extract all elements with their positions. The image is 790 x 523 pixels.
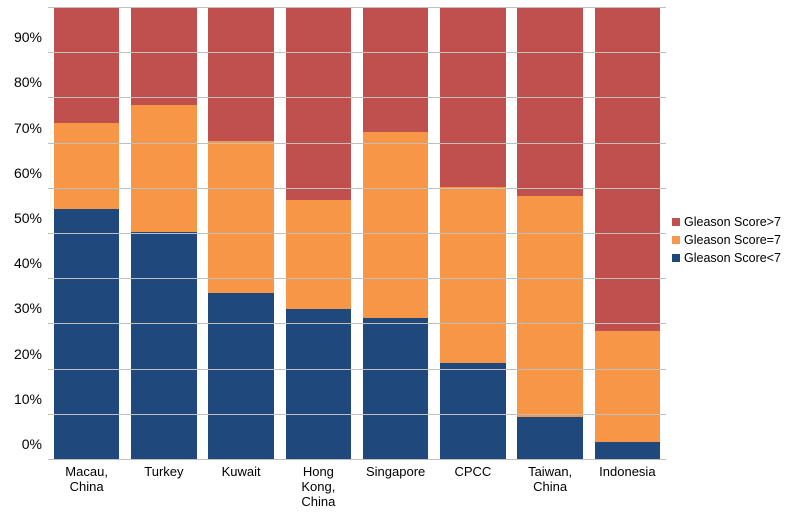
gridline: [48, 97, 666, 98]
y-tick-label: 50%: [14, 210, 42, 226]
bar-segment-lt7: [131, 232, 197, 460]
bar-segment-gt7: [286, 8, 352, 200]
bar-segment-lt7: [54, 209, 120, 460]
bar: [286, 8, 352, 460]
bar-column: [357, 8, 434, 460]
bar: [517, 8, 583, 460]
bar-segment-eq7: [208, 141, 274, 292]
bar-segment-lt7: [440, 363, 506, 460]
legend-swatch: [672, 218, 680, 226]
x-tick-label: Turkey: [125, 465, 202, 510]
bar-segment-lt7: [286, 309, 352, 460]
y-tick-label: 80%: [14, 74, 42, 90]
bar-segment-eq7: [54, 123, 120, 209]
bar: [595, 8, 661, 460]
legend-label: Gleason Score>7: [684, 215, 781, 229]
bar-column: [280, 8, 357, 460]
bar-column: [48, 8, 125, 460]
legend: Gleason Score>7 Gleason Score=7 Gleason Sc…: [672, 215, 781, 269]
bar-segment-eq7: [286, 200, 352, 308]
bar: [208, 8, 274, 460]
gridline: [48, 414, 666, 415]
x-tick-label: Kuwait: [203, 465, 280, 510]
gridline: [48, 278, 666, 279]
bar-segment-lt7: [363, 318, 429, 460]
legend-swatch: [672, 254, 680, 262]
bar-segment-eq7: [131, 105, 197, 232]
gridline: [48, 188, 666, 189]
bar: [440, 8, 506, 460]
y-tick-label: 70%: [14, 120, 42, 136]
bar-column: [589, 8, 666, 460]
y-tick-label: 60%: [14, 165, 42, 181]
y-tick-label: 90%: [14, 29, 42, 45]
gridline: [48, 323, 666, 324]
y-tick-label: 10%: [14, 391, 42, 407]
y-tick-label: 30%: [14, 300, 42, 316]
bar-segment-gt7: [54, 8, 120, 123]
bar: [363, 8, 429, 460]
bar-segment-lt7: [595, 442, 661, 460]
stacked-bar-chart: 0%10%20%30%40%50%60%70%80%90%100% Macau,…: [0, 0, 790, 523]
x-tick-label: CPCC: [434, 465, 511, 510]
x-tick-label: Singapore: [357, 465, 434, 510]
y-tick-label: 20%: [14, 346, 42, 362]
x-axis-labels: Macau,ChinaTurkeyKuwaitHongKong,ChinaSin…: [48, 465, 666, 510]
bar-segment-gt7: [208, 8, 274, 141]
gridline: [48, 459, 666, 460]
legend-swatch: [672, 236, 680, 244]
bar-column: [125, 8, 202, 460]
legend-label: Gleason Score=7: [684, 233, 781, 247]
gridline: [48, 52, 666, 53]
bar-segment-gt7: [595, 8, 661, 331]
bar-column: [512, 8, 589, 460]
x-tick-label: Macau,China: [48, 465, 125, 510]
bar-segment-gt7: [517, 8, 583, 196]
gridline: [48, 7, 666, 8]
gridline: [48, 369, 666, 370]
legend-item: Gleason Score<7: [672, 251, 781, 265]
bar-segment-lt7: [517, 417, 583, 460]
legend-item: Gleason Score=7: [672, 233, 781, 247]
bar-segment-gt7: [131, 8, 197, 105]
bars-container: [48, 8, 666, 460]
legend-item: Gleason Score>7: [672, 215, 781, 229]
bar: [131, 8, 197, 460]
bar-column: [434, 8, 511, 460]
x-tick-label: Indonesia: [589, 465, 666, 510]
plot-area: 0%10%20%30%40%50%60%70%80%90%100%: [48, 8, 666, 460]
bar-segment-gt7: [363, 8, 429, 132]
bar-column: [203, 8, 280, 460]
gridline: [48, 143, 666, 144]
bar-segment-eq7: [517, 196, 583, 417]
bar: [54, 8, 120, 460]
y-tick-label: 40%: [14, 255, 42, 271]
legend-label: Gleason Score<7: [684, 251, 781, 265]
x-tick-label: HongKong,China: [280, 465, 357, 510]
bar-segment-eq7: [595, 331, 661, 442]
bar-segment-eq7: [440, 187, 506, 363]
bar-segment-lt7: [208, 293, 274, 460]
y-tick-label: 0%: [22, 436, 42, 452]
x-tick-label: Taiwan,China: [512, 465, 589, 510]
bar-segment-eq7: [363, 132, 429, 317]
gridline: [48, 233, 666, 234]
